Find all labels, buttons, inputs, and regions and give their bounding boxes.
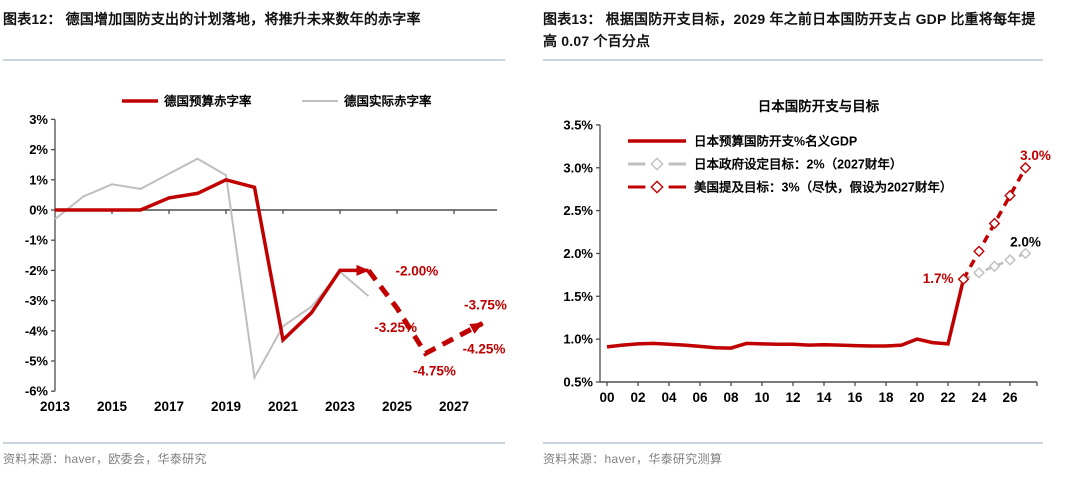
data-point-diamond [973,245,985,258]
data-point-diamond [1019,247,1032,260]
legend-label: 美国提及目标：3%（尽快，假设为2027财年） [694,180,952,195]
source-note-right: 资料来源：haver，华泰研究测算 [543,452,723,466]
data-point-diamond [973,266,985,279]
x-tick-label: 10 [754,390,769,405]
x-tick-label: 08 [723,390,739,405]
legend-label: 日本政府设定目标：2%（2027财年） [694,157,902,172]
x-tick-label: 2027 [439,399,469,414]
x-tick-label: 22 [940,390,955,405]
legend-label: 日本预算国防开支%名义GDP [694,134,857,149]
legend-label: 德国预算赤字率 [164,94,252,109]
x-tick-label: 2017 [154,399,184,414]
series-line [606,278,966,350]
data-label: -2.00% [396,263,439,278]
y-tick-label: 2.0% [563,246,593,261]
x-tick-label: 2015 [97,399,128,414]
y-tick-label: -4% [25,323,49,338]
x-tick-label: 2021 [268,399,299,414]
data-point-diamond [1019,162,1032,174]
x-tick-label: 00 [599,390,614,405]
x-tick-label: 2025 [382,399,413,414]
x-tick-label: 2013 [40,399,71,414]
data-label: -3.25% [374,320,417,335]
data-label: -4.75% [413,363,456,378]
legend-diamond-icon [650,157,664,171]
separator-bottom-right [543,442,1043,444]
data-label: -4.25% [463,341,506,356]
figure-heading-right: 图表13： 根据国防开支目标，2029 年之前日本国防开支占 GDP 比重将每年… [543,11,1036,49]
data-point-diamond [1004,189,1016,202]
figure-heading-left: 图表12： 德国增加国防支出的计划落地，将推升未来数年的赤字率 [3,11,421,27]
y-tick-label: -5% [25,354,49,369]
y-tick-label: 0% [29,203,48,218]
data-point-diamond [1004,254,1016,266]
separator-top-left [3,59,505,61]
legend-diamond-icon [650,180,664,194]
x-tick-label: 2023 [325,399,356,414]
y-tick-label: 2% [29,142,48,157]
data-point-diamond [957,273,970,285]
data-point-diamond [988,217,1001,230]
x-tick-label: 2019 [211,399,241,414]
chart-title-japan: 日本国防开支与目标 [757,99,880,114]
y-tick-label: 3% [29,112,48,127]
x-tick-label: 04 [661,390,677,405]
x-tick-label: 16 [847,390,863,405]
y-tick-label: -6% [25,384,49,399]
y-tick-label: -1% [25,233,49,248]
y-tick-label: -2% [25,263,49,278]
y-tick-label: 3.5% [563,117,593,132]
series-line [366,268,484,357]
x-tick-label: 18 [878,390,894,405]
series-line [54,157,370,381]
x-tick-label: 12 [785,390,800,405]
y-tick-label: 1.0% [563,332,593,347]
x-tick-label: 24 [971,390,987,405]
source-note-left: 资料来源：haver，欧委会，华泰研究 [3,452,207,466]
data-label: -3.75% [464,297,507,312]
x-tick-label: 14 [816,390,832,405]
data-label: 1.7% [923,271,954,286]
y-tick-label: 2.5% [563,203,593,218]
legend-label: 德国实际赤字率 [344,94,432,109]
x-tick-label: 26 [1002,390,1018,405]
japan-defense-chart: 3.5% 3.0% 2.5% 2.0% 1.5% 1.0% 0.5% 00 02 04 06 08 10… [563,117,1051,405]
y-tick-label: 3.0% [563,160,593,175]
y-tick-label: -3% [25,293,49,308]
y-tick-label: 0.5% [563,375,593,390]
x-tick-label: 20 [909,390,924,405]
separator-bottom-left [3,442,505,444]
x-tick-label: 06 [692,390,708,405]
separator-top-right [543,59,1043,61]
germany-deficit-chart: 3% 2% 1% 0% -1% -2% -3% -4% -5% -6%2013 2015 2017 20… [25,94,507,415]
data-label: 3.0% [1020,148,1051,163]
x-tick-label: 02 [630,390,645,405]
line-end-arrow-icon [356,264,370,276]
y-tick-label: 1.5% [563,289,593,304]
data-label: 2.0% [1010,234,1041,249]
series-line [55,177,369,344]
y-tick-label: 1% [29,172,48,187]
data-point-diamond [988,260,1001,273]
line-end-arrow-icon [469,322,484,334]
